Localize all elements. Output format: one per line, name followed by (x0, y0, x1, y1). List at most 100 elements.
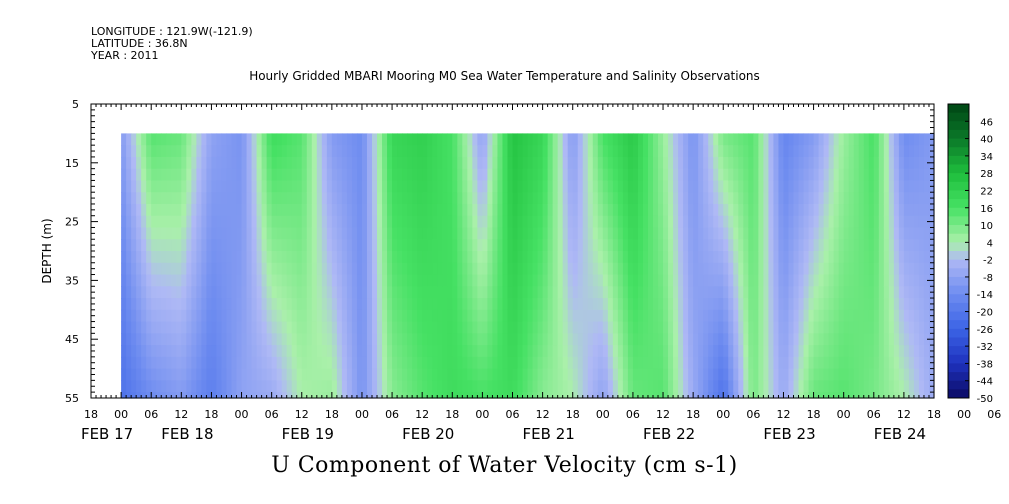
heatmap-cell (306, 145, 313, 158)
heatmap-cell (442, 192, 448, 205)
heatmap-cell (913, 392, 920, 399)
heatmap-cell (296, 156, 303, 170)
heatmap-cell (366, 356, 373, 370)
heatmap-cell (231, 333, 238, 346)
heatmap-cell (326, 168, 333, 182)
heatmap-cell (417, 356, 423, 370)
heatmap-cell (617, 192, 624, 205)
heatmap-cell (392, 215, 398, 229)
heatmap-cell (392, 156, 398, 170)
heatmap-cell (427, 156, 433, 170)
heatmap-cell (402, 321, 408, 334)
heatmap-cell (813, 286, 820, 299)
heatmap-cell (351, 333, 358, 346)
heatmap-cell (226, 262, 233, 276)
heatmap-cell (321, 251, 328, 264)
heatmap-cell (482, 345, 489, 358)
heatmap-cell (366, 321, 373, 334)
heatmap-cell (562, 262, 569, 276)
heatmap-cell (477, 333, 483, 346)
heatmap-cell (532, 345, 539, 358)
heatmap-cell (196, 309, 202, 323)
heatmap-cell (738, 156, 744, 170)
heatmap-cell (647, 156, 654, 170)
heatmap-cell (713, 145, 719, 158)
heatmap-cell (251, 380, 258, 393)
heatmap-cell (356, 192, 363, 205)
heatmap-cell (663, 239, 669, 252)
heatmap-cell (136, 168, 142, 182)
heatmap-cell (758, 392, 764, 399)
heatmap-cell (201, 380, 208, 393)
heatmap-cell (146, 168, 152, 182)
heatmap-cell (758, 180, 764, 193)
heatmap-cell (251, 156, 258, 170)
heatmap-cell (708, 380, 714, 393)
heatmap-cell (647, 192, 654, 205)
heatmap-cell (492, 392, 499, 399)
heatmap-cell (457, 145, 463, 158)
heatmap-cell (788, 380, 795, 393)
x-hour-label: 18 (204, 408, 218, 421)
heatmap-cell (863, 356, 870, 370)
heatmap-cell (788, 156, 795, 170)
heatmap-cell (773, 133, 780, 146)
heatmap-cell (311, 309, 318, 323)
heatmap-cell (452, 227, 458, 240)
heatmap-cell (372, 356, 378, 370)
heatmap-cell (843, 215, 850, 229)
heatmap-cell (512, 180, 519, 193)
heatmap-cell (547, 133, 554, 146)
heatmap-cell (156, 239, 162, 252)
heatmap-cell (883, 298, 890, 311)
heatmap-cell (527, 309, 534, 323)
heatmap-cell (432, 345, 438, 358)
heatmap-cell (567, 321, 574, 334)
heatmap-cell (266, 145, 273, 158)
heatmap-cell (361, 309, 368, 323)
heatmap-cell (878, 392, 885, 399)
heatmap-cell (773, 321, 780, 334)
heatmap-cell (372, 321, 378, 334)
heatmap-cell (703, 298, 709, 311)
heatmap-cell (427, 345, 433, 358)
heatmap-cell (377, 298, 383, 311)
heatmap-cell (397, 368, 403, 381)
x-hour-label: 18 (927, 408, 941, 421)
heatmap-cell (286, 133, 293, 146)
heatmap-cell (121, 392, 127, 399)
heatmap-cell (291, 215, 298, 229)
colorbar-frame (947, 103, 970, 399)
heatmap-cell (768, 309, 775, 323)
heatmap-cell (743, 356, 749, 370)
heatmap-cell (156, 392, 162, 399)
heatmap-cell (452, 145, 458, 158)
heatmap-cell (723, 227, 729, 240)
heatmap-cell (642, 239, 649, 252)
heatmap-cell (522, 227, 529, 240)
heatmap-cell (683, 368, 689, 381)
colorbar-swatch (948, 320, 969, 330)
heatmap-cell (151, 133, 157, 146)
heatmap-cell (467, 239, 473, 252)
heatmap-cell (457, 298, 463, 311)
heatmap-cell (206, 133, 213, 146)
heatmap-cell (773, 298, 780, 311)
heatmap-cell (377, 180, 383, 193)
heatmap-cell (758, 262, 764, 276)
heatmap-cell (151, 321, 157, 334)
heatmap-cell (472, 215, 478, 229)
heatmap-cell (793, 133, 800, 146)
heatmap-cell (161, 345, 167, 358)
heatmap-cell (693, 239, 699, 252)
heatmap-cell (457, 392, 463, 399)
heatmap-cell (873, 227, 880, 240)
heatmap-cell (121, 345, 127, 358)
heatmap-cell (918, 156, 925, 170)
heatmap-cell (372, 156, 378, 170)
heatmap-cell (121, 333, 127, 346)
heatmap-cell (351, 286, 358, 299)
heatmap-cell (637, 274, 644, 287)
heatmap-cell (231, 168, 238, 182)
heatmap-cell (612, 262, 619, 276)
